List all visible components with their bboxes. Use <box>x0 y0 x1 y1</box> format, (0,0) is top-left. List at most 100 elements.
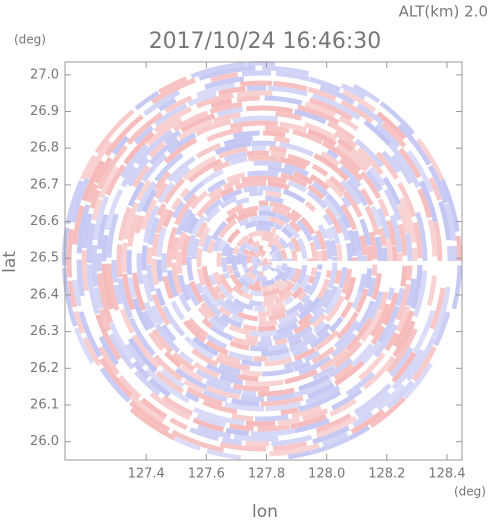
echo-arc <box>279 265 280 267</box>
y-tick-label: 26.5 <box>30 251 59 266</box>
echo-arc <box>144 245 145 270</box>
echo-arc <box>255 417 288 419</box>
echo-arc <box>252 243 259 246</box>
echo-arc <box>124 243 125 273</box>
x-tick-label: 127.4 <box>128 467 165 482</box>
y-tick-label: 26.0 <box>30 434 59 449</box>
echo-arc <box>259 253 261 254</box>
echo-arc <box>268 244 272 246</box>
y-tick-label: 26.6 <box>30 214 59 229</box>
y-tick-label: 27.0 <box>30 67 59 82</box>
echo-arc <box>272 246 276 250</box>
echo-arc <box>142 286 145 299</box>
echo-arc <box>269 262 270 265</box>
echo-arc <box>247 128 265 129</box>
echo-arc <box>243 203 258 206</box>
echo-arc <box>139 253 141 284</box>
echo-arc <box>84 250 87 291</box>
echo-arc <box>265 193 281 196</box>
echo-arc <box>245 267 246 270</box>
echo-arc <box>262 268 265 269</box>
echo-arc <box>262 263 263 264</box>
echo-arc <box>384 248 385 261</box>
echo-arc <box>243 311 257 314</box>
echo-arc <box>248 173 279 174</box>
x-tick-label: 127.6 <box>188 467 225 482</box>
echo-arc <box>259 208 271 209</box>
echo-arc <box>232 416 253 419</box>
echo-arc <box>234 437 278 439</box>
echo-arc <box>237 98 260 100</box>
echo-arc <box>244 255 245 267</box>
echo-arc <box>184 266 187 283</box>
y-tick-label: 26.4 <box>30 287 59 302</box>
echo-arc <box>164 253 165 272</box>
echo-arc <box>258 248 263 249</box>
echo-arc <box>226 430 249 433</box>
echo-arc <box>454 265 460 309</box>
echo-arc <box>242 413 276 414</box>
echo-arc <box>394 246 395 261</box>
echo-arc <box>251 367 282 369</box>
echo-arc <box>275 225 282 228</box>
y-tick-label: 26.9 <box>30 104 59 119</box>
echo-arc <box>229 265 231 274</box>
echo-arc <box>282 250 285 259</box>
x-tick-label: 128.2 <box>368 467 405 482</box>
echo-arc <box>388 239 390 261</box>
echo-arc <box>458 236 460 261</box>
echo-arc <box>94 245 96 286</box>
echo-arc <box>270 345 287 348</box>
echo-arc <box>300 232 304 239</box>
echo-arc <box>249 302 262 304</box>
echo-arc <box>169 251 170 267</box>
echo-arc <box>271 251 273 253</box>
echo-arc <box>248 246 252 250</box>
echo-arc <box>239 253 240 264</box>
echo-arc <box>264 261 265 263</box>
echo-arc <box>367 268 370 287</box>
echo-arc <box>74 245 75 276</box>
y-tick-label: 26.1 <box>30 397 59 412</box>
echo-arc <box>233 118 278 121</box>
echo-arc <box>265 265 269 269</box>
echo-arc <box>250 333 276 334</box>
echo-arc <box>246 63 275 64</box>
echo-arc <box>328 270 329 277</box>
echo-arc <box>248 78 276 79</box>
echo-arc <box>252 143 276 144</box>
echo-arc <box>256 278 266 279</box>
echo-arc <box>243 326 256 328</box>
echo-arc <box>254 308 265 309</box>
echo-arc <box>276 268 278 272</box>
echo-arc <box>240 83 272 84</box>
echo-arc <box>251 251 254 255</box>
y-unit: (deg) <box>14 33 46 47</box>
echo-arc <box>204 252 205 266</box>
echo-arc <box>250 348 269 349</box>
echo-arc <box>449 246 450 261</box>
echo-arc <box>254 238 262 240</box>
echo-arc <box>259 259 260 261</box>
echo-arc <box>287 248 290 257</box>
echo-arc <box>230 451 267 454</box>
echo-arc <box>260 263 262 264</box>
echo-arc <box>248 240 253 243</box>
echo-arc <box>229 248 232 264</box>
echo-arc <box>129 250 130 275</box>
echo-arc <box>260 243 268 244</box>
echo-arc <box>255 283 261 284</box>
echo-arc <box>221 285 224 290</box>
echo-arc <box>235 247 238 254</box>
y-tick-label: 26.3 <box>30 324 59 339</box>
x-tick-label: 128.4 <box>428 467 465 482</box>
echo-arc <box>139 231 142 251</box>
echo-arc <box>114 260 116 282</box>
echo-arc <box>246 108 292 111</box>
echo-arc <box>239 227 244 230</box>
echo-arc <box>210 240 214 253</box>
y-tick-label: 26.7 <box>30 177 59 192</box>
echo-arc <box>319 264 320 269</box>
echo-arc <box>242 178 267 181</box>
